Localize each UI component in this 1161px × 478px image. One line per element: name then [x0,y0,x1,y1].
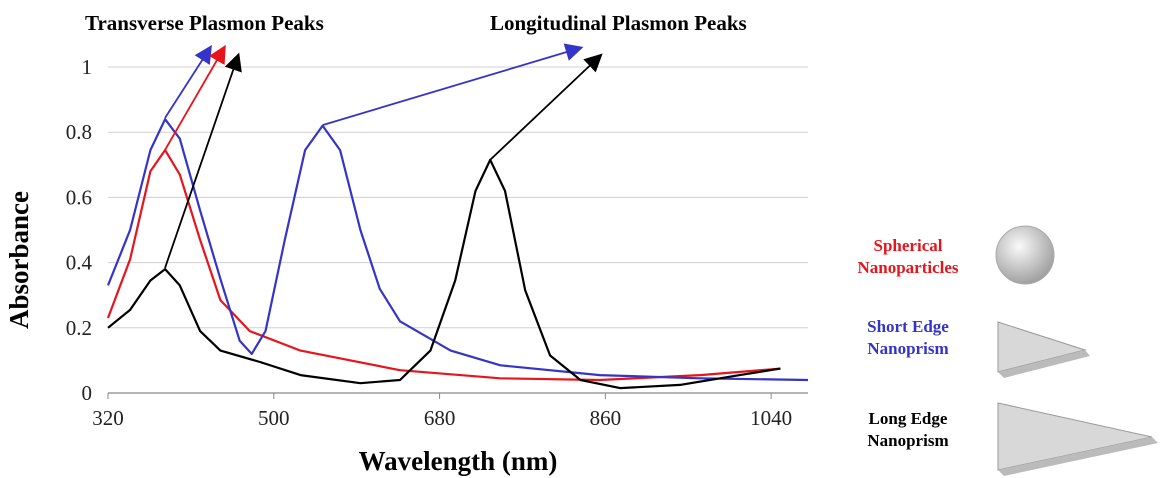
x-tick-label: 1040 [750,406,792,430]
arrow [164,44,226,151]
arrow [164,52,242,269]
y-tick-label: 0.2 [66,316,92,340]
y-tick-label: 0.8 [66,120,92,144]
arrows [164,43,603,269]
x-tick-label: 320 [92,406,124,430]
long-prism-icon [997,402,1158,476]
short-prism-icon [997,321,1090,378]
legend-entry: Long Edge Nanoprism [867,409,949,450]
y-axis-label: Absorbance [4,191,34,329]
x-tick-label: 680 [424,406,456,430]
x-axis-label: Wavelength (nm) [359,446,558,476]
y-tick-label: 0.4 [66,251,93,275]
y-tick-label: 0.6 [66,185,92,209]
y-tick-label: 1 [82,55,93,79]
arrow [322,43,584,126]
x-tick-label: 500 [258,406,290,430]
legend-entry: Spherical Nanoparticles [857,236,959,277]
arrow [489,53,603,161]
x-tick-label: 860 [590,406,622,430]
series-line [107,158,781,390]
annotation: Transverse Plasmon Peaks [85,11,324,35]
arrow [164,44,212,119]
series-line [106,149,781,382]
y-tick-label: 0 [82,381,93,405]
sphere-icon [995,225,1055,285]
plot-area: 0 0.2 0.4 0.6 0.8 1 320 500 680 860 1040 [66,55,809,430]
legend-entry: Short Edge Nanoprism [867,317,949,358]
annotation: Longitudinal Plasmon Peaks [490,11,747,35]
series-line [106,118,809,382]
